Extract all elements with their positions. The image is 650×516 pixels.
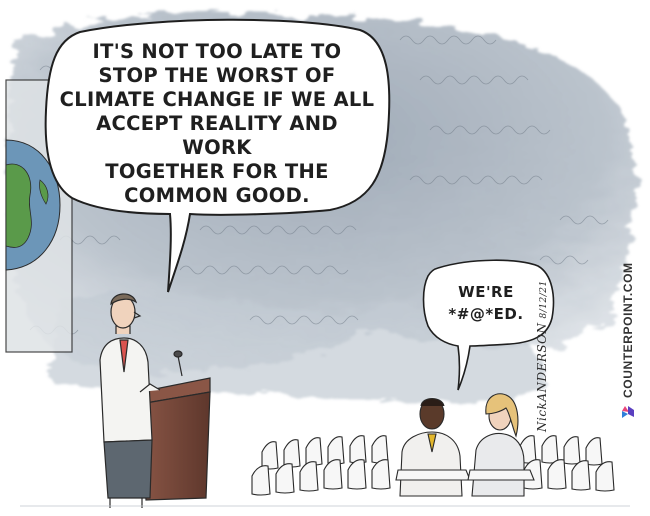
- audience-man: [395, 397, 471, 497]
- signature-date: 8/12/21: [539, 280, 549, 319]
- speaker-speech-bubble-shape: [44, 18, 391, 293]
- artist-name: NickANDERSON: [535, 322, 549, 432]
- speaker-speech-text: IT'S NOT TOO LATE TO STOP THE WORST OF C…: [59, 40, 375, 207]
- credit-text: COUNTERPOINT.COM: [621, 262, 635, 398]
- empty-chairs: [251, 435, 615, 496]
- speaker-scientist: [99, 293, 161, 508]
- globe-icon: [5, 139, 61, 271]
- audience-woman: [467, 393, 535, 497]
- artist-signature: NickANDERSON 8/12/21: [535, 280, 549, 432]
- chair-row-front: [251, 459, 615, 496]
- counterpoint-logo-icon: [622, 406, 634, 418]
- audience-speech-text: WE'RE *#@*ED.: [448, 283, 524, 323]
- source-credit: COUNTERPOINT.COM: [620, 262, 636, 420]
- audience-speech-bubble-shape: [422, 259, 555, 391]
- smog-scribbles: [29, 35, 609, 335]
